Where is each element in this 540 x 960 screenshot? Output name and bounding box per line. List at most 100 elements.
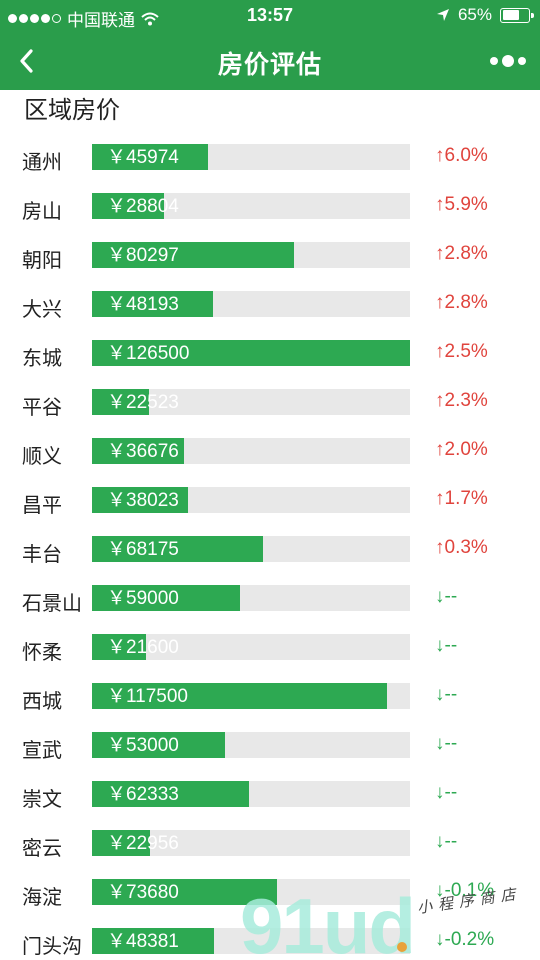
- change-down-label: ↓--: [435, 684, 458, 705]
- carrier-name: 中国联通: [67, 11, 135, 30]
- change-up-label: ↑2.0%: [435, 439, 488, 460]
- change-up-label: ↑2.8%: [435, 292, 488, 313]
- price-label: ￥45974: [107, 147, 179, 168]
- district-name: 密云: [22, 838, 62, 860]
- district-row: 宣武 ￥53000 ↓--: [0, 721, 540, 770]
- more-dot-icon: [518, 57, 526, 65]
- price-bar-track: ￥126500: [92, 340, 410, 366]
- price-bar-track: ￥68175: [92, 536, 410, 562]
- price-label: ￥28804: [107, 196, 179, 217]
- district-row: 昌平 ￥38023 ↑1.7%: [0, 476, 540, 525]
- district-name: 东城: [22, 348, 62, 370]
- price-bar: [92, 487, 188, 513]
- district-name: 西城: [22, 691, 62, 713]
- change-up-label: ↑0.3%: [435, 537, 488, 558]
- battery-percent: 65%: [457, 5, 492, 24]
- district-row: 大兴 ￥48193 ↑2.8%: [0, 280, 540, 329]
- change-down-label: ↓-0.2%: [435, 929, 495, 950]
- more-button[interactable]: [490, 50, 526, 72]
- district-row: 石景山 ￥59000 ↓--: [0, 574, 540, 623]
- price-bar: [92, 879, 278, 905]
- price-label: ￥80297: [107, 245, 179, 266]
- district-name: 顺义: [22, 446, 62, 468]
- price-label: ￥22523: [107, 392, 179, 413]
- price-bar-track: ￥22523: [92, 389, 410, 415]
- price-label: ￥48381: [107, 931, 179, 952]
- price-bar-track: ￥21600: [92, 634, 410, 660]
- price-bar-track: ￥59000: [92, 585, 410, 611]
- district-row: 密云 ￥22956 ↓--: [0, 819, 540, 868]
- district-row: 怀柔 ￥21600 ↓--: [0, 623, 540, 672]
- district-row: 崇文 ￥62333 ↓--: [0, 770, 540, 819]
- district-row: 东城 ￥126500 ↑2.5%: [0, 329, 540, 378]
- watermark-logo-text: 91ud: [240, 885, 414, 960]
- price-label: ￥22956: [107, 833, 179, 854]
- district-row: 通州 ￥45974 ↑6.0%: [0, 133, 540, 182]
- price-bar: [92, 732, 226, 758]
- price-bar-track: ￥73680: [92, 879, 410, 905]
- price-bar-track: ￥117500: [92, 683, 410, 709]
- price-label: ￥117500: [107, 686, 188, 707]
- nav-bar: 房价评估: [0, 32, 540, 90]
- price-label: ￥62333: [107, 784, 179, 805]
- district-name: 丰台: [22, 544, 62, 566]
- district-name: 石景山: [22, 593, 82, 615]
- price-label: ￥38023: [107, 490, 179, 511]
- watermark-dot: [397, 942, 407, 952]
- district-row: 顺义 ￥36676 ↑2.0%: [0, 427, 540, 476]
- district-name: 昌平: [22, 495, 62, 517]
- location-arrow-icon: [436, 9, 449, 21]
- back-button[interactable]: [10, 41, 50, 81]
- district-row: 海淀 ￥73680 ↓-0.1%: [0, 868, 540, 917]
- change-up-label: ↑2.5%: [435, 341, 488, 362]
- change-up-label: ↑6.0%: [435, 145, 488, 166]
- district-name: 房山: [22, 201, 62, 223]
- change-down-label: ↓-0.1%: [435, 880, 495, 901]
- price-bar-track: ￥38023: [92, 487, 410, 513]
- price-bar: [92, 144, 208, 170]
- status-bar: 中国联通 13:57 65%: [0, 0, 540, 32]
- price-bar-track: ￥36676: [92, 438, 410, 464]
- price-bar-track: ￥22956: [92, 830, 410, 856]
- district-name: 门头沟: [22, 936, 82, 958]
- price-bar: [92, 340, 410, 366]
- signal-icon: [8, 14, 61, 23]
- district-name: 怀柔: [22, 642, 62, 664]
- district-name: 通州: [22, 152, 62, 174]
- section-title: 区域房价: [24, 97, 120, 124]
- price-bar-track: ￥53000: [92, 732, 410, 758]
- price-bar: [92, 830, 150, 856]
- price-bar: [92, 928, 214, 954]
- price-label: ￥59000: [107, 588, 179, 609]
- district-row: 房山 ￥28804 ↑5.9%: [0, 182, 540, 231]
- clock: 13:57: [246, 5, 294, 25]
- price-bar-track: ￥48381: [92, 928, 410, 954]
- price-bar: [92, 389, 149, 415]
- more-dot-icon: [502, 55, 514, 67]
- district-name: 宣武: [22, 740, 62, 762]
- price-bar-track: ￥28804: [92, 193, 410, 219]
- district-name: 海淀: [22, 887, 62, 909]
- change-down-label: ↓--: [435, 733, 458, 754]
- battery-fill: [502, 10, 519, 20]
- change-down-label: ↓--: [435, 782, 458, 803]
- district-row: 西城 ￥117500 ↓--: [0, 672, 540, 721]
- price-bar: [92, 634, 147, 660]
- district-row: 平谷 ￥22523 ↑2.3%: [0, 378, 540, 427]
- district-price-list: 通州 ￥45974 ↑6.0% 房山 ￥28804 ↑5.9% 朝阳 ￥80297 ↑2.8% 大…: [0, 133, 540, 960]
- price-bar: [92, 242, 294, 268]
- change-down-label: ↓--: [435, 831, 458, 852]
- price-label: ￥68175: [107, 539, 179, 560]
- change-up-label: ↑2.8%: [435, 243, 488, 264]
- price-bar: [92, 438, 185, 464]
- price-bar: [92, 536, 264, 562]
- district-row: 朝阳 ￥80297 ↑2.8%: [0, 231, 540, 280]
- price-bar: [92, 291, 214, 317]
- price-label: ￥21600: [107, 637, 179, 658]
- price-label: ￥53000: [107, 735, 179, 756]
- wifi-icon: [141, 12, 159, 25]
- district-name: 大兴: [22, 299, 62, 321]
- change-down-label: ↓--: [435, 586, 458, 607]
- change-down-label: ↓--: [435, 635, 458, 656]
- price-bar-track: ￥48193: [92, 291, 410, 317]
